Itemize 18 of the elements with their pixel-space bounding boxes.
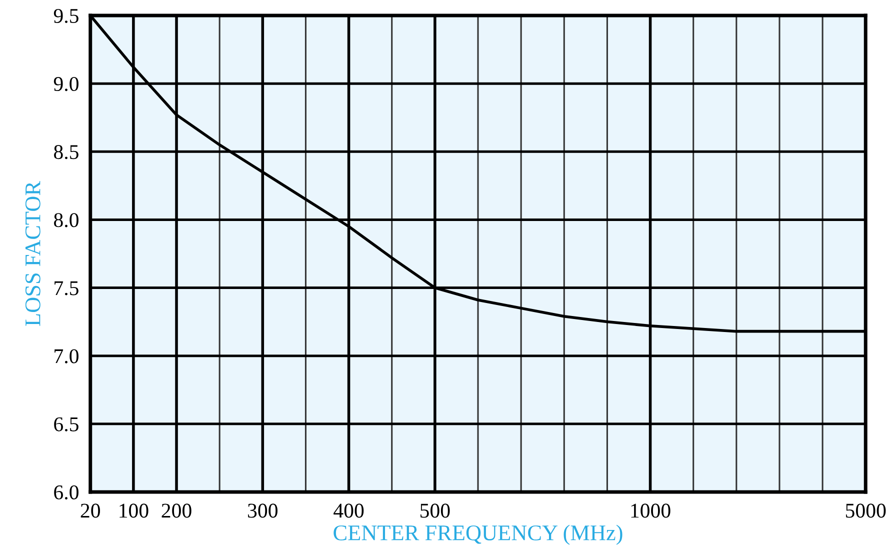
x-tick-label: 20: [80, 504, 100, 518]
y-tick-label: 8.0: [54, 213, 78, 228]
y-tick-label: 6.5: [54, 417, 78, 432]
x-tick-label: 400: [334, 504, 364, 518]
y-axis-title: LOSS FACTOR: [25, 180, 40, 326]
y-tick-label: 6.0: [54, 485, 78, 500]
y-tick-label: 9.0: [54, 76, 78, 92]
y-tick-label: 7.5: [54, 281, 78, 296]
x-tick-label: 1000: [631, 504, 670, 518]
x-tick-label: 500: [420, 504, 450, 518]
y-tick-label: 7.0: [54, 349, 78, 364]
x-tick-label: 200: [162, 504, 192, 518]
x-axis-title: CENTER FREQUENCY (MHz): [334, 524, 622, 545]
y-tick-label: 8.5: [54, 145, 78, 160]
x-tick-label: 5000: [846, 504, 886, 518]
x-tick-label: 300: [248, 504, 278, 518]
x-tick-label: 100: [120, 504, 148, 518]
y-tick-label: 9.5: [54, 8, 78, 24]
